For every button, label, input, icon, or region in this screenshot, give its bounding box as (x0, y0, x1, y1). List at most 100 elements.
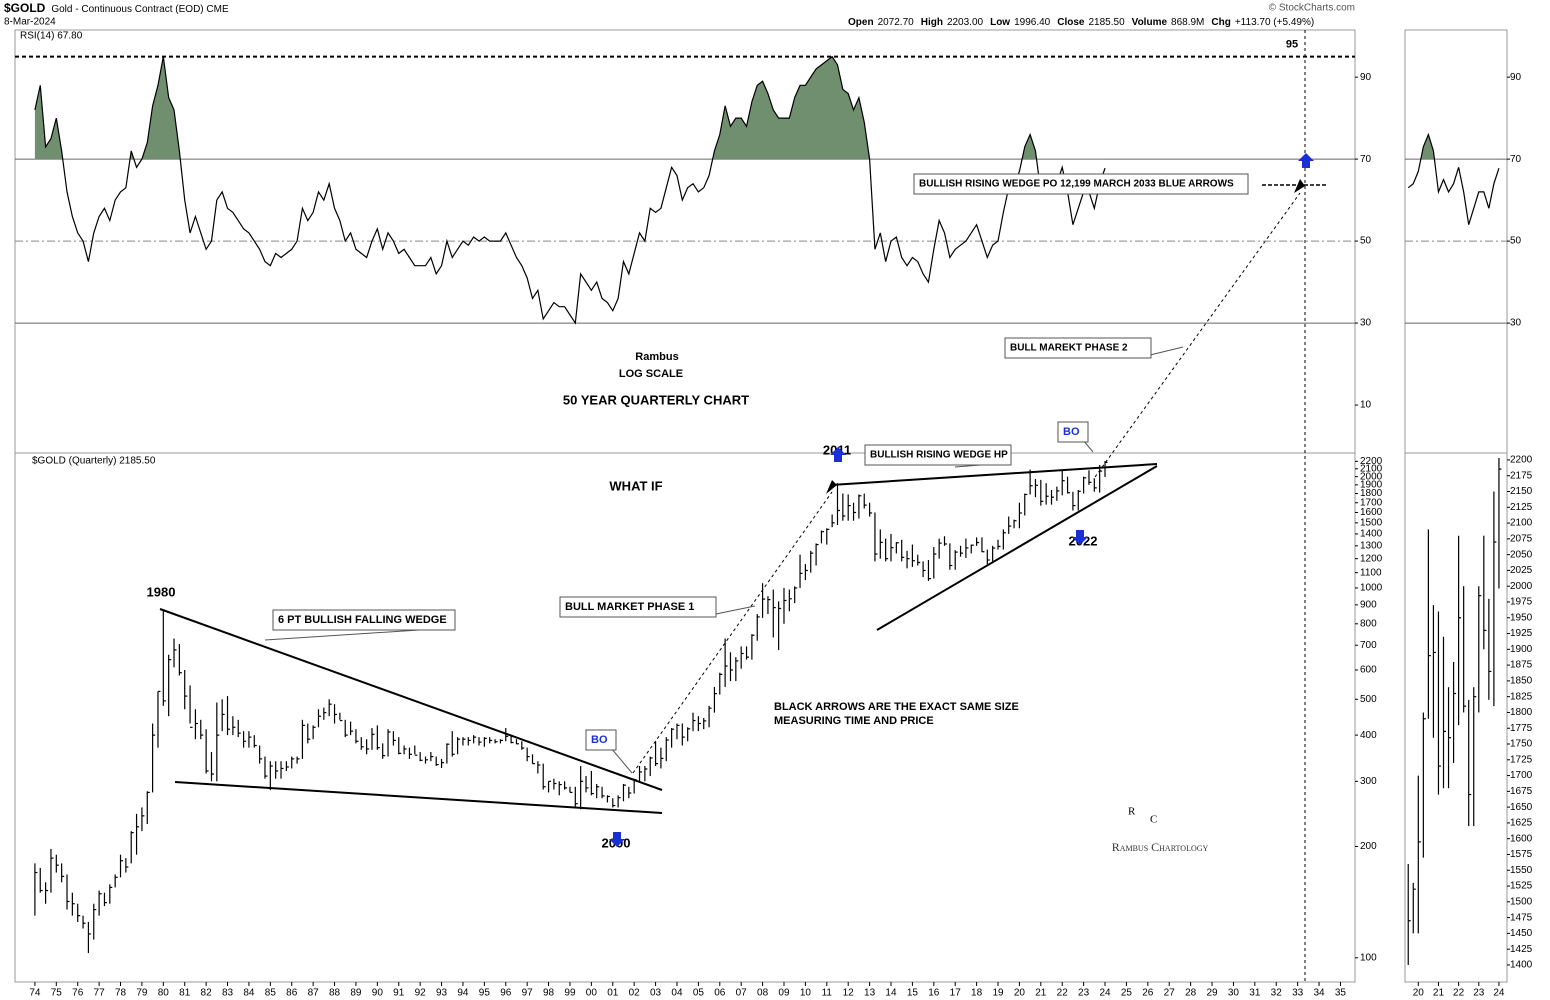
y-tick-label: 1200 (1360, 553, 1383, 564)
y-tick-label: 2000 (1510, 581, 1533, 592)
x-tick-label: 21 (1433, 988, 1445, 999)
x-tick-label: 28 (1185, 988, 1197, 999)
x-tick-label: 78 (115, 988, 127, 999)
y-tick-label: 2075 (1510, 533, 1533, 544)
rsi-y-tick-label: 30 (1510, 318, 1522, 329)
y-tick-label: 1300 (1360, 540, 1383, 551)
logo-initial: C (1150, 814, 1157, 826)
y-tick-label: 1650 (1510, 802, 1533, 813)
x-tick-label: 33 (1292, 988, 1304, 999)
y-tick-label: 1700 (1510, 770, 1533, 781)
quote-value: 2072.70 (878, 17, 915, 28)
quote-label: Chg (1211, 17, 1230, 28)
y-tick-label: 1425 (1510, 944, 1533, 955)
blue-arrow (609, 832, 625, 847)
phase1-measure (632, 491, 833, 774)
annotation: Rambus (635, 351, 678, 363)
x-tick-label: 83 (222, 988, 234, 999)
y-tick-label: 800 (1360, 618, 1377, 629)
blue-arrow (1072, 530, 1088, 545)
rising-wedge-top (830, 463, 1158, 486)
x-tick-label: 19 (992, 988, 1004, 999)
rsi-overbought-fill (34, 56, 1106, 160)
x-tick-label: 75 (51, 988, 63, 999)
header-date: 8-Mar-2024 (4, 17, 56, 28)
y-tick-label: 900 (1360, 600, 1377, 611)
x-tick-label: 93 (436, 988, 448, 999)
x-tick-label: 23 (1473, 988, 1485, 999)
y-tick-label: 1900 (1510, 644, 1533, 655)
y-tick-label: 1750 (1510, 739, 1533, 750)
y-tick-label: 1700 (1360, 497, 1383, 508)
quote-label: Volume (1132, 17, 1168, 28)
y-tick-label: 2200 (1360, 456, 1383, 467)
x-tick-label: 25 (1121, 988, 1133, 999)
x-tick-label: 24 (1099, 988, 1111, 999)
x-tick-label: 34 (1313, 988, 1325, 999)
y-tick-label: 1525 (1510, 881, 1533, 892)
callout-box (1057, 421, 1089, 443)
rsi-y-tick-label: 50 (1360, 236, 1372, 247)
y-tick-label: 2050 (1510, 549, 1533, 560)
x-tick-label: 31 (1249, 988, 1261, 999)
annotation: BULL MARKET PHASE 1 (565, 601, 694, 613)
y-tick-label: 1925 (1510, 628, 1533, 639)
annotation: 6 PT BULLISH FALLING WEDGE (278, 614, 447, 626)
y-tick-label: 700 (1360, 640, 1377, 651)
y-tick-label: 1975 (1510, 597, 1533, 608)
rsi-y-tick-label: 90 (1510, 72, 1522, 83)
callout-box (1004, 337, 1152, 359)
x-tick-label: 26 (1142, 988, 1154, 999)
y-tick-label: 300 (1360, 776, 1377, 787)
y-tick-label: 1775 (1510, 723, 1533, 734)
x-tick-label: 98 (543, 988, 555, 999)
annotation: BO (1063, 426, 1080, 438)
x-tick-label: 29 (1206, 988, 1218, 999)
annotation: BULLISH RISING WEDGE PO 12,199 MARCH 203… (919, 179, 1234, 190)
quote-label: High (921, 17, 943, 28)
annotation: WHAT IF (609, 478, 662, 493)
y-tick-label: 2150 (1510, 486, 1533, 497)
x-tick-label: 16 (928, 988, 940, 999)
price-plot (1407, 458, 1502, 965)
x-tick-label: 07 (736, 988, 748, 999)
price-plot (34, 461, 1108, 954)
x-tick-label: 11 (822, 988, 833, 999)
x-tick-label: 84 (243, 988, 255, 999)
y-tick-label: 1675 (1510, 786, 1533, 797)
x-tick-label: 00 (586, 988, 598, 999)
annotation: 1980 (147, 584, 176, 599)
rsi-line (34, 55, 1106, 325)
x-tick-label: 90 (372, 988, 384, 999)
y-tick-label: 1575 (1510, 849, 1533, 860)
x-tick-label: 81 (179, 988, 191, 999)
y-tick-label: 1800 (1360, 488, 1383, 499)
y-tick-label: 2100 (1360, 463, 1383, 474)
callout-box (559, 596, 717, 618)
y-tick-label: 1400 (1510, 960, 1533, 971)
x-tick-label: 15 (907, 988, 919, 999)
inset-frame (1404, 29, 1508, 983)
annotation: LOG SCALE (619, 368, 683, 380)
blue-arrow (830, 447, 846, 462)
y-tick-label: 1000 (1360, 583, 1383, 594)
y-tick-label: 1950 (1510, 612, 1533, 623)
x-tick-label: 24 (1493, 988, 1505, 999)
callout-box (272, 609, 456, 631)
logo-initial: R (1128, 806, 1136, 818)
x-tick-label: 20 (1014, 988, 1026, 999)
y-tick-label: 2000 (1360, 471, 1383, 482)
quote-label: Low (990, 17, 1010, 28)
rsi-line (1407, 132, 1500, 225)
x-tick-label: 86 (286, 988, 298, 999)
x-tick-label: 97 (522, 988, 534, 999)
x-tick-label: 30 (1228, 988, 1240, 999)
y-tick-label: 2175 (1510, 470, 1533, 481)
y-tick-label: 400 (1360, 730, 1377, 741)
x-tick-label: 17 (950, 988, 962, 999)
rising-wedge-bottom (876, 465, 1158, 631)
x-tick-label: 02 (629, 988, 641, 999)
x-tick-label: 21 (1035, 988, 1047, 999)
x-tick-label: 87 (308, 988, 320, 999)
